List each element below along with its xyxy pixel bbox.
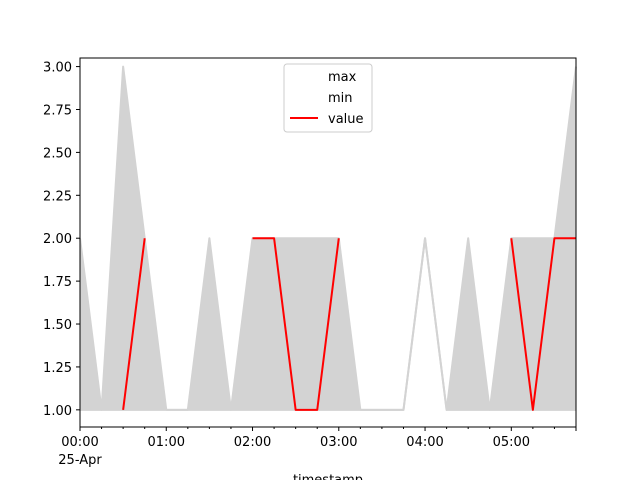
x-tick-label: 00:00 <box>61 435 98 450</box>
y-tick-label: 2.25 <box>43 189 72 204</box>
y-tick-label: 1.75 <box>43 275 72 290</box>
legend: max min value <box>283 63 373 133</box>
x-tick-label: 01:00 <box>148 435 185 450</box>
y-tick-label: 3.00 <box>43 61 72 76</box>
legend-label-min: min <box>328 91 353 106</box>
y-tick-label: 2.50 <box>43 146 72 161</box>
x-tick-label: 05:00 <box>493 435 530 450</box>
y-tick-label: 1.50 <box>43 318 72 333</box>
plot-frame <box>79 57 577 428</box>
legend-box <box>283 63 373 133</box>
x-tick-label: 04:00 <box>406 435 443 450</box>
series-line-min <box>80 237 576 411</box>
y-tick-label: 1.25 <box>43 361 72 376</box>
y-tick-label: 2.75 <box>43 103 72 118</box>
y-tick-label: 2.00 <box>43 232 72 247</box>
series-line-value <box>122 238 146 410</box>
x-axis: 00:00 25-Apr 01:00 02:00 03:00 04:00 05:00 <box>58 427 577 468</box>
x-tick-date-label: 25-Apr <box>58 453 102 468</box>
x-tick-label: 02:00 <box>234 435 271 450</box>
series-line-value <box>252 237 340 411</box>
x-axis-label: timestamp <box>293 473 363 480</box>
series-lines <box>79 65 577 411</box>
x-tick-label: 03:00 <box>320 435 357 450</box>
y-tick-label: 1.00 <box>43 404 72 419</box>
y-axis: 1.00 1.25 1.50 1.75 2.00 2.25 2.50 2.75 3.00 <box>43 61 80 419</box>
series-line-value <box>510 237 576 411</box>
legend-label-value: value <box>328 112 364 127</box>
series-line-max <box>79 65 577 411</box>
legend-label-max: max <box>328 70 357 85</box>
